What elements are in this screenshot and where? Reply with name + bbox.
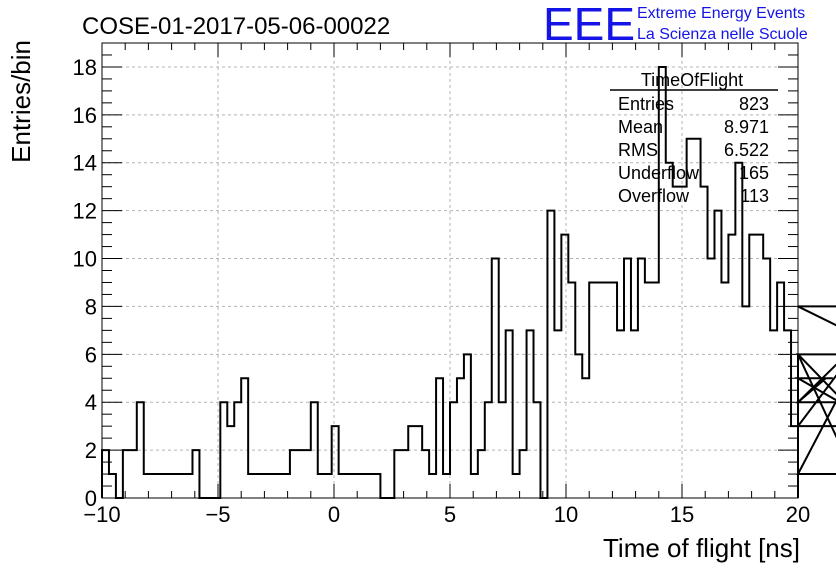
y-tick-label: 10 — [73, 247, 97, 272]
histogram-steps — [101, 65, 836, 499]
stats-label-overflow: Overflow — [618, 186, 690, 206]
stats-label-mean: Mean — [618, 117, 663, 137]
x-tick-label: 20 — [786, 502, 810, 527]
y-tick-labels: 0 2 4 6 8 10 12 14 16 18 — [73, 55, 97, 511]
y-tick-label: 16 — [73, 103, 97, 128]
y-tick-label: 18 — [73, 55, 97, 80]
stats-label-entries: Entries — [618, 94, 674, 114]
stats-value-overflow: 113 — [740, 186, 769, 206]
y-tick-label: 12 — [73, 199, 97, 224]
stats-box: TimeOfFlight Entries 823 Mean 8.971 RMS … — [610, 70, 778, 206]
stats-title: TimeOfFlight — [641, 70, 743, 90]
x-tick-label: −5 — [205, 502, 230, 527]
stats-value-mean: 8.971 — [724, 117, 769, 137]
chart-title: COSE-01-2017-05-06-00022 — [82, 13, 390, 40]
eee-logo: EEE Extreme Energy Events La Scienza nel… — [543, 0, 808, 50]
histogram-line — [101, 65, 836, 499]
x-tick-label: −10 — [83, 502, 120, 527]
y-axis-label: Entries/bin — [6, 40, 36, 163]
y-tick-label: 4 — [85, 390, 97, 415]
logo-line-1: Extreme Energy Events — [637, 5, 805, 22]
y-tick-label: 14 — [73, 151, 97, 176]
x-tick-label: 10 — [554, 502, 578, 527]
x-tick-label: 15 — [670, 502, 694, 527]
stats-value-underflow: 165 — [739, 163, 769, 183]
x-axis-label: Time of flight [ns] — [603, 533, 800, 563]
stats-value-entries: 823 — [739, 94, 769, 114]
logo-line-2: La Scienza nelle Scuole — [637, 26, 808, 43]
y-tick-label: 2 — [85, 438, 97, 463]
axis-ticks — [101, 42, 799, 499]
x-tick-label: 5 — [444, 502, 456, 527]
stats-label-underflow: Underflow — [618, 163, 700, 183]
y-tick-label: 8 — [85, 294, 97, 319]
stats-label-rms: RMS — [618, 140, 658, 160]
y-tick-label: 6 — [85, 342, 97, 367]
x-tick-label: 0 — [328, 502, 340, 527]
stats-value-rms: 6.522 — [724, 140, 769, 160]
y-tick-label: 0 — [85, 486, 97, 511]
logo-mark: EEE — [543, 0, 635, 50]
x-tick-labels: −10 −5 0 5 10 15 20 — [83, 502, 810, 527]
